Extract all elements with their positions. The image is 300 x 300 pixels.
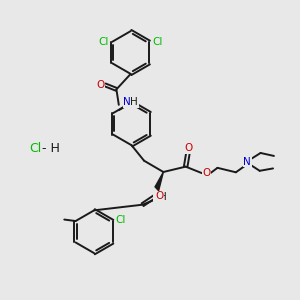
Text: - H: - H [42, 142, 60, 155]
Text: N: N [243, 157, 251, 167]
Text: Cl: Cl [29, 142, 42, 155]
Text: O: O [202, 168, 211, 178]
Text: Cl: Cl [99, 37, 109, 47]
Text: H: H [130, 98, 138, 107]
Text: N: N [154, 192, 162, 202]
Text: O: O [155, 191, 164, 201]
Text: Cl: Cl [116, 214, 126, 224]
Text: N: N [123, 98, 131, 107]
Text: O: O [97, 80, 105, 90]
Polygon shape [155, 172, 164, 191]
Text: H: H [160, 192, 167, 202]
Text: Cl: Cl [152, 37, 163, 47]
Text: O: O [184, 143, 192, 153]
